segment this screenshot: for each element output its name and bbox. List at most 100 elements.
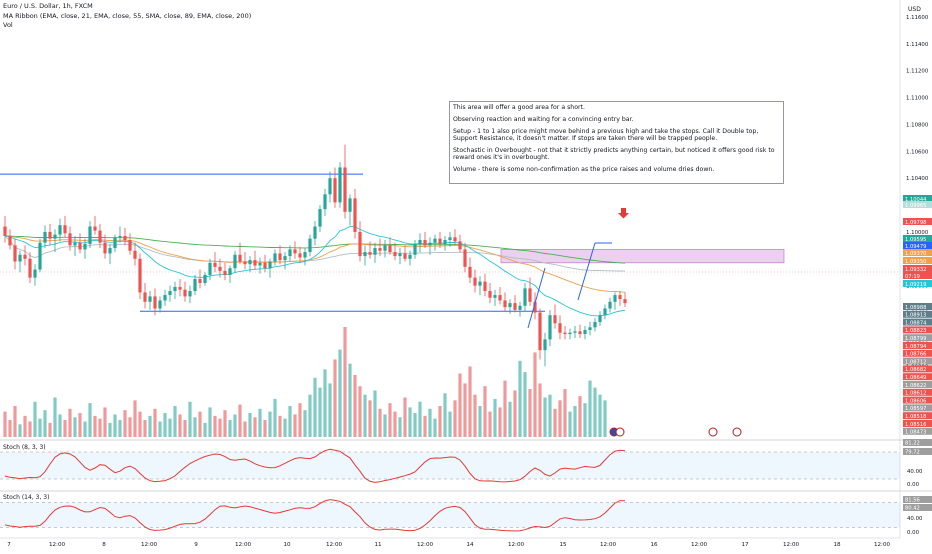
volume-bar [163, 413, 167, 437]
volume-bar [93, 415, 97, 437]
volume-bar [173, 405, 177, 437]
candle-body [28, 258, 32, 278]
annotation-note[interactable]: This area will offer a good area for a s… [449, 101, 784, 184]
candle-body [428, 242, 432, 246]
price-tag [903, 201, 932, 208]
volume-bar [488, 411, 492, 437]
candle-body [498, 295, 502, 301]
stoch-8-label: Stoch (8, 3, 3) [3, 444, 46, 451]
candle-body [358, 231, 362, 257]
volume-bar [13, 405, 17, 437]
scale-tag [903, 318, 932, 326]
candle-body [143, 292, 147, 302]
volume-bar [258, 408, 262, 437]
candle-body [548, 315, 552, 340]
candle-body [318, 209, 322, 227]
stoch-value-tag [903, 496, 932, 503]
time-tick-label: 12:00 [783, 542, 800, 548]
candle-body [78, 242, 82, 250]
volume-bar [153, 408, 157, 437]
candle-body [223, 270, 227, 275]
scale-tag [903, 420, 932, 427]
volume-bar [103, 407, 107, 437]
volume-bar [528, 389, 532, 437]
scale-tag-text: 1.08473 [905, 430, 926, 436]
flag-us-icon [708, 427, 718, 437]
candle-body [243, 261, 247, 265]
candle-body [423, 239, 427, 246]
volume-bar [603, 400, 607, 437]
stoch8-band [0, 452, 900, 479]
volume-bar [483, 386, 487, 437]
scale-tag-text: 1.08712 [905, 359, 926, 365]
volume-bar [133, 400, 137, 437]
stoch-value-text: 79.72 [905, 450, 920, 456]
volume-bar [523, 372, 527, 437]
candle-body [163, 295, 167, 301]
candle-body [473, 277, 477, 286]
price-tick-label: 1.10400 [906, 176, 929, 182]
candle-body [438, 238, 442, 245]
volume-bar [3, 411, 7, 437]
price-tick-label: 1.11000 [906, 96, 929, 102]
volume-bar [553, 408, 557, 437]
scale-tag [903, 349, 932, 357]
candle-body [458, 241, 462, 250]
candle-body [353, 198, 357, 232]
price-tick-label: 1.10800 [906, 122, 929, 128]
volume-bar [253, 417, 257, 437]
candle-body [198, 278, 202, 283]
candle-body [63, 225, 67, 234]
time-tick-label: 9 [194, 542, 198, 548]
candle-body [528, 288, 532, 302]
volume-bar [363, 394, 367, 437]
volume-bar [598, 394, 602, 437]
volume-bar [58, 414, 62, 437]
candle-body [88, 226, 92, 245]
time-tick-label: 12:00 [326, 542, 343, 548]
candle-body [523, 288, 527, 306]
scale-tag-text: 1.08913 [905, 313, 926, 319]
ema21-line [4, 225, 626, 317]
candle-body [573, 331, 577, 333]
candle-body [488, 291, 492, 298]
price-tag [903, 265, 932, 272]
volume-bar [453, 400, 457, 437]
time-tick-label: 7 [7, 542, 11, 548]
volume-bar [468, 366, 472, 437]
volume-bar [318, 387, 322, 437]
candle-body [238, 254, 242, 262]
scale-tag-text: 1.08682 [905, 367, 926, 373]
flag-us-icon [615, 427, 625, 437]
candle-body [623, 299, 627, 304]
price-tick-label: 1.11400 [906, 42, 929, 48]
volume-bar [353, 374, 357, 437]
volume-bar [43, 410, 47, 437]
volume-bar [298, 403, 302, 437]
candle-body [398, 253, 402, 257]
volume-bar [78, 413, 82, 437]
candle-body [178, 287, 182, 290]
scale-tag-text: 1.08597 [905, 406, 926, 412]
volume-bar [498, 407, 502, 437]
volume-bar [83, 421, 87, 437]
time-tick-label: 12:00 [691, 542, 708, 548]
scale-tag [903, 326, 932, 334]
candle-body [403, 253, 407, 259]
annotation-line: Volume - there is some non-confirmation … [453, 166, 715, 173]
scale-tag [903, 342, 932, 349]
candle-body [303, 252, 307, 258]
volume-bar [533, 352, 537, 437]
volume-legend: Vol [3, 21, 13, 29]
candle-body [468, 266, 472, 278]
candle-body [393, 252, 397, 257]
trend-line-up [527, 267, 546, 329]
candle-body [268, 261, 272, 269]
candle-body [503, 300, 507, 308]
down-arrow-icon [618, 208, 629, 219]
volume-bar [413, 413, 417, 437]
candle-body [543, 339, 547, 351]
volume-bar [428, 408, 432, 437]
